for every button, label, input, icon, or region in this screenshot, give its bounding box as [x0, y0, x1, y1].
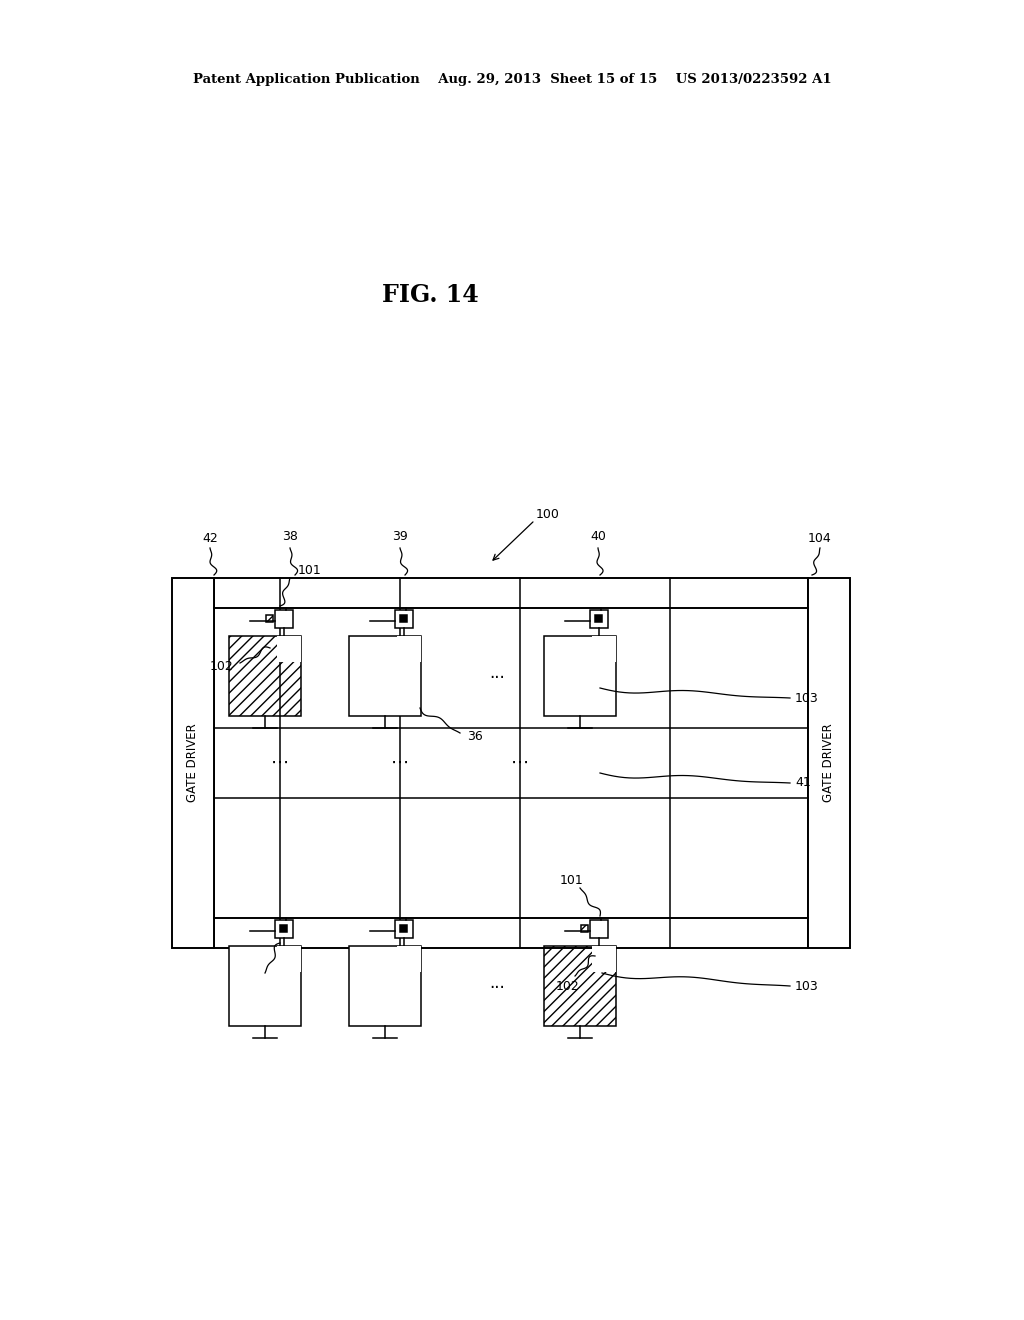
Text: GATE DRIVER: GATE DRIVER: [822, 723, 836, 803]
Text: 41: 41: [257, 977, 272, 990]
Bar: [275, 920, 293, 939]
Text: ⋯: ⋯: [511, 754, 529, 772]
Text: 36: 36: [467, 730, 483, 742]
Bar: [590, 610, 608, 628]
Text: 39: 39: [392, 531, 408, 544]
Text: ⋯: ⋯: [391, 754, 409, 772]
Bar: [395, 610, 413, 628]
Text: Patent Application Publication    Aug. 29, 2013  Sheet 15 of 15    US 2013/02235: Patent Application Publication Aug. 29, …: [193, 74, 831, 87]
Text: FIG. 14: FIG. 14: [382, 282, 478, 308]
Text: 42: 42: [202, 532, 218, 544]
Bar: [280, 925, 287, 932]
Bar: [397, 636, 421, 663]
Bar: [349, 636, 421, 715]
Bar: [808, 578, 850, 948]
Bar: [397, 946, 421, 972]
Bar: [172, 578, 214, 948]
Bar: [592, 946, 616, 972]
Text: 100: 100: [536, 508, 560, 521]
Bar: [395, 920, 413, 939]
Bar: [278, 636, 301, 663]
Bar: [544, 636, 616, 715]
Text: ...: ...: [489, 974, 506, 993]
Bar: [266, 615, 273, 622]
Text: 40: 40: [590, 529, 606, 543]
Bar: [214, 578, 808, 948]
Text: 41: 41: [795, 776, 811, 789]
Bar: [229, 946, 301, 1026]
Bar: [349, 946, 421, 1026]
Text: GATE DRIVER: GATE DRIVER: [186, 723, 200, 803]
Bar: [595, 615, 602, 622]
Bar: [590, 920, 608, 939]
Text: 101: 101: [298, 564, 322, 577]
Bar: [275, 610, 293, 628]
Text: 103: 103: [795, 692, 819, 705]
Text: ⋯: ⋯: [271, 754, 289, 772]
Text: 103: 103: [795, 979, 819, 993]
Bar: [400, 615, 407, 622]
Bar: [278, 946, 301, 972]
Bar: [592, 636, 616, 663]
Text: 101: 101: [560, 874, 584, 887]
Bar: [400, 925, 407, 932]
Bar: [229, 636, 301, 715]
Bar: [544, 946, 616, 1026]
Text: 38: 38: [282, 531, 298, 544]
Text: 102: 102: [210, 660, 233, 672]
Text: 104: 104: [808, 532, 831, 544]
Bar: [581, 925, 588, 932]
Text: 102: 102: [556, 979, 580, 993]
Text: ...: ...: [489, 664, 506, 682]
